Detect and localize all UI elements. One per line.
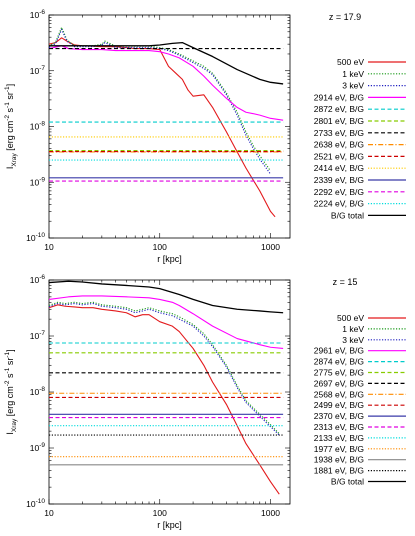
x-tick-label: 100 (153, 242, 167, 252)
legend-label: 2775 eV, B/G (314, 368, 364, 378)
legend-label: 2914 eV, B/G (314, 92, 364, 102)
legend-label: 500 eV (337, 57, 364, 67)
legend-label: 2499 eV, B/G (314, 400, 364, 410)
series-line (49, 41, 284, 85)
chart-panel-2: 10 100 1000 10-10 10-9 10-8 10-7 10-6 r [kpc] IXr… (4, 274, 406, 530)
y-tick-label: 10-7 (30, 65, 46, 76)
legend-label: 2339 eV, B/G (314, 175, 364, 185)
legend-label: 2733 eV, B/G (314, 128, 364, 138)
x-tick-label: 1000 (261, 242, 280, 252)
y-axis-label: IXray [erg cm-2 s-1 sr-1] (4, 84, 18, 169)
x-tick-label: 100 (153, 508, 167, 518)
legend-label: 2292 eV, B/G (314, 187, 364, 197)
series-line (49, 280, 284, 314)
y-tick-label: 10-8 (30, 386, 46, 397)
y-tick-label: 10-9 (30, 442, 46, 453)
legend-label: 2638 eV, B/G (314, 140, 364, 150)
x-axis-label: r [kpc] (157, 520, 182, 530)
y-tick-label: 10-10 (26, 232, 45, 243)
series-group (49, 26, 284, 218)
y-axis-label: IXray [erg cm-2 s-1 sr-1] (4, 349, 18, 434)
legend-label: 2370 eV, B/G (314, 411, 364, 421)
legend-label: B/G total (331, 210, 364, 220)
legend-label: 2697 eV, B/G (314, 378, 364, 388)
legend-label: 1 keV (342, 69, 364, 79)
legend-label: 3 keV (342, 81, 364, 91)
chart-title: z = 15 (333, 277, 358, 287)
legend-label: 2568 eV, B/G (314, 389, 364, 399)
legend-label: 2224 eV, B/G (314, 199, 364, 209)
x-tick-label: 1000 (261, 508, 280, 518)
legend-label: 1938 eV, B/G (314, 455, 364, 465)
legend-label: 2874 eV, B/G (314, 357, 364, 367)
x-axis-label: r [kpc] (157, 254, 182, 264)
x-tick-label: 10 (44, 242, 54, 252)
legend-label: 2872 eV, B/G (314, 104, 364, 114)
legend-label: 2414 eV, B/G (314, 163, 364, 173)
legend-label: 2801 eV, B/G (314, 116, 364, 126)
series-line (49, 45, 284, 121)
y-tick-label: 10-8 (30, 121, 46, 132)
series-line (49, 295, 284, 349)
legend-label: 2313 eV, B/G (314, 422, 364, 432)
legend-label: 500 eV (337, 313, 364, 323)
chart-title: z = 17.9 (329, 12, 361, 22)
legend-label: 1881 eV, B/G (314, 466, 364, 476)
y-tick-label: 10-6 (30, 274, 46, 285)
series-line (49, 37, 276, 218)
series-line (49, 304, 280, 495)
legend-label: 2961 eV, B/G (314, 346, 364, 356)
legend-label: B/G total (331, 477, 364, 487)
legend-label: 2521 eV, B/G (314, 151, 364, 161)
y-tick-label: 10-6 (30, 9, 46, 20)
chart-panel-1: 10 100 1000 10-10 10-9 10-8 10-7 10-6 r [kpc] IXr… (4, 9, 406, 264)
legend-label: 3 keV (342, 335, 364, 345)
x-tick-label: 10 (44, 508, 54, 518)
series-line (49, 26, 271, 172)
y-tick-label: 10-7 (30, 330, 46, 341)
legend-label: 1977 eV, B/G (314, 444, 364, 454)
y-tick-label: 10-10 (26, 498, 45, 509)
y-tick-label: 10-9 (30, 176, 46, 187)
legend-label: 2133 eV, B/G (314, 433, 364, 443)
legend-label: 1 keV (342, 324, 364, 334)
series-group (49, 280, 284, 495)
